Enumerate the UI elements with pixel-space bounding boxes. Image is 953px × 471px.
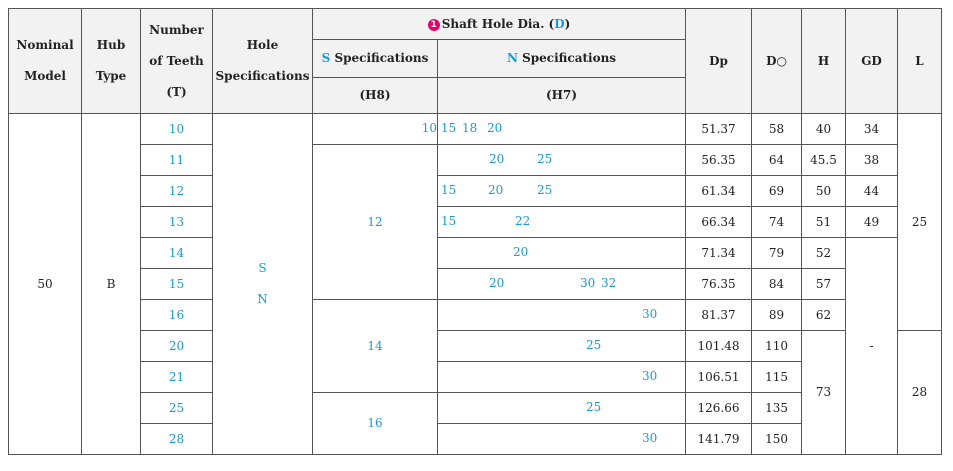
teeth-cell: 25 [140, 392, 213, 424]
dp-cell: 141.79 [685, 423, 753, 455]
n-spec-cell: 20 25 [436, 144, 687, 176]
do-cell: 150 [751, 423, 803, 455]
s-spec-group-cell: 16 [312, 392, 438, 455]
dp-cell: 126.66 [685, 392, 753, 424]
header-l: L [897, 8, 943, 114]
h-cell: 52 [801, 237, 847, 269]
s-spec-cell: 10 [312, 113, 438, 145]
n-spec-cell: 20 30 32 [436, 268, 687, 300]
h-cell: 45.5 [801, 144, 847, 176]
teeth-cell: 16 [140, 299, 213, 331]
teeth-cell: 20 [140, 330, 213, 362]
l-cell: 25 [897, 113, 943, 331]
gd-cell: 34 [845, 113, 899, 145]
h-cell: 62 [801, 299, 847, 331]
teeth-cell: 14 [140, 237, 213, 269]
dp-cell: 71.34 [685, 237, 753, 269]
teeth-cell: 12 [140, 175, 213, 207]
dp-cell: 76.35 [685, 268, 753, 300]
header-do: D○ [751, 8, 803, 114]
header-h: H [801, 8, 847, 114]
dp-cell: 106.51 [685, 361, 753, 393]
h-merged-cell: 73 [801, 330, 847, 455]
do-cell: 110 [751, 330, 803, 362]
teeth-cell: 15 [140, 268, 213, 300]
gd-cell: 38 [845, 144, 899, 176]
gd-dash-cell: - [845, 237, 899, 455]
teeth-cell: 28 [140, 423, 213, 455]
n-spec-cell: 20 [436, 237, 687, 269]
n-spec-cell: 30 [436, 299, 687, 331]
n-spec-cell: 30 [436, 361, 687, 393]
dp-cell: 81.37 [685, 299, 753, 331]
s-spec-group-cell: 14 [312, 299, 438, 393]
l-cell: 28 [897, 330, 943, 455]
h-cell: 40 [801, 113, 847, 145]
n-spec-cell: 15 20 25 [436, 175, 687, 207]
do-cell: 115 [751, 361, 803, 393]
header-gd: GD [845, 8, 899, 114]
n-spec-cell: 15 22 [436, 206, 687, 238]
dp-cell: 51.37 [685, 113, 753, 145]
n-spec-cell: 30 [436, 423, 687, 455]
header-s-specifications: S Specifications [312, 39, 438, 78]
header-hub-type: Hub Type [81, 8, 141, 114]
dp-cell: 101.48 [685, 330, 753, 362]
dp-cell: 66.34 [685, 206, 753, 238]
teeth-cell: 21 [140, 361, 213, 393]
n-spec-cell: 15 18 20 [436, 113, 687, 145]
header-n-specifications: N Specifications [436, 39, 687, 78]
h-cell: 57 [801, 268, 847, 300]
do-cell: 74 [751, 206, 803, 238]
do-cell: 69 [751, 175, 803, 207]
h-cell: 51 [801, 206, 847, 238]
teeth-cell: 11 [140, 144, 213, 176]
gd-cell: 44 [845, 175, 899, 207]
do-cell: 135 [751, 392, 803, 424]
dp-cell: 61.34 [685, 175, 753, 207]
do-cell: 64 [751, 144, 803, 176]
header-number-of-teeth: Number of Teeth (T) [140, 8, 213, 114]
do-cell: 58 [751, 113, 803, 145]
coupling-spec-table: Nominal Model Hub Type Number of Teeth (T) H… [8, 8, 943, 455]
number-one-icon: 1 [427, 18, 440, 31]
dp-cell: 56.35 [685, 144, 753, 176]
do-cell: 84 [751, 268, 803, 300]
header-nominal-model: Nominal Model [8, 8, 82, 114]
header-hole-specifications: Hole Specifications [212, 8, 313, 114]
header-s-fit: (H8) [312, 77, 438, 114]
header-dp: Dp [685, 8, 753, 114]
do-cell: 79 [751, 237, 803, 269]
nominal-model-cell: 50 [8, 113, 82, 455]
n-spec-cell: 25 [436, 392, 687, 424]
do-cell: 89 [751, 299, 803, 331]
hub-type-cell: B [81, 113, 141, 455]
header-shaft-hole-dia: 1 Shaft Hole Dia. (D) [311, 8, 687, 40]
teeth-cell: 13 [140, 206, 213, 238]
gd-cell: 49 [845, 206, 899, 238]
h-cell: 50 [801, 175, 847, 207]
header-n-fit: (H7) [436, 77, 687, 114]
teeth-cell: 10 [140, 113, 213, 145]
s-spec-group-cell: 12 [312, 144, 438, 300]
n-spec-cell: 25 [436, 330, 687, 362]
